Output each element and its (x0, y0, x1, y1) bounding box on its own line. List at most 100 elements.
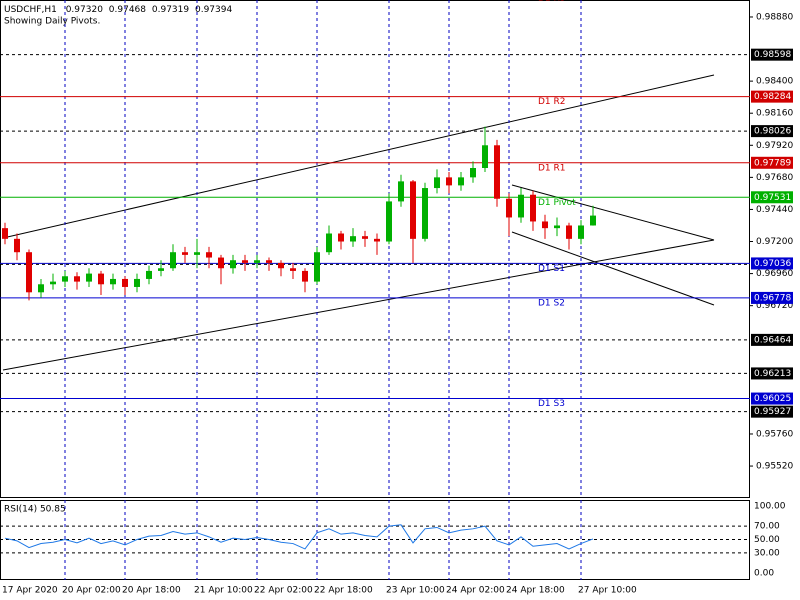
candle-body (206, 252, 212, 258)
candle-body (446, 177, 452, 186)
candle-body (254, 260, 260, 263)
price-box-label: 0.97531 (754, 193, 791, 203)
rsi-tick-label: 70.00 (754, 522, 780, 532)
candle-body (554, 225, 560, 229)
price-box-label: 0.98598 (754, 50, 791, 60)
pivot-label: D1 S2 (538, 298, 565, 308)
wedge-upper (511, 184, 715, 241)
price-box (751, 191, 793, 204)
price-box (751, 333, 793, 346)
y-tick-label: 0.98880 (756, 12, 793, 22)
candle-body (194, 252, 200, 255)
y-tick-label: 0.97680 (756, 173, 793, 183)
rsi-title: RSI(14) 50.85 (4, 505, 66, 515)
candle-body (434, 177, 440, 189)
price-box-label: 0.98284 (754, 92, 791, 102)
candle-body (398, 181, 404, 202)
y-tick-label: 0.97440 (756, 205, 793, 215)
candle-body (182, 252, 188, 255)
price-box (751, 392, 793, 405)
rsi-tick-label: 30.00 (754, 548, 780, 558)
y-tick-label: 0.95760 (756, 429, 793, 439)
rsi-tick-label: 100.00 (754, 502, 786, 512)
candle-body (506, 198, 512, 218)
candle-body (542, 221, 548, 229)
price-box (751, 90, 793, 103)
candle-body (62, 276, 68, 282)
candle-body (158, 268, 164, 271)
rsi-line (4, 524, 594, 550)
pivot-label: D1 R3 (538, 0, 566, 3)
candle-body (566, 225, 572, 239)
y-tick-label: 0.95520 (756, 462, 793, 472)
candle-body (302, 270, 308, 282)
price-box-label: 0.96213 (754, 369, 791, 379)
candle-body (278, 262, 284, 269)
x-tick-label: 21 Apr 10:00 (194, 586, 253, 596)
candle-body (218, 257, 224, 269)
candle-body (338, 233, 344, 242)
high: 0.97468 (109, 5, 146, 15)
x-tick-label: 22 Apr 18:00 (314, 586, 373, 596)
pivot-label: D1 S1 (538, 264, 565, 274)
candle-body (422, 188, 428, 239)
candle-body (410, 181, 416, 239)
candle-body (122, 278, 128, 287)
candle-body (590, 215, 596, 226)
y-tick-label: 0.96960 (756, 269, 793, 279)
candle-body (230, 260, 236, 269)
x-tick-label: 20 Apr 18:00 (122, 586, 181, 596)
main-panel (0, 0, 750, 498)
candle-body (14, 238, 20, 253)
candle-body (482, 145, 488, 169)
x-tick-label: 24 Apr 18:00 (506, 586, 565, 596)
price-box (751, 291, 793, 304)
trendlines (2, 74, 715, 371)
candle-body (242, 260, 248, 263)
y-tick-label: 0.96720 (756, 301, 793, 311)
candle-body (2, 228, 8, 239)
y-tick-label: 0.98160 (756, 109, 793, 119)
price-box-label: 0.97789 (754, 158, 791, 168)
candle-body (86, 273, 92, 282)
price-box-label: 0.95927 (754, 407, 791, 417)
x-tick-label: 17 Apr 2020 (2, 586, 58, 596)
candle-body (266, 260, 272, 263)
candle-body (350, 236, 356, 242)
x-tick-label: 24 Apr 02:00 (446, 586, 505, 596)
pivot-label: D1 S3 (538, 399, 565, 409)
x-tick-label: 23 Apr 10:00 (386, 586, 445, 596)
candle-body (326, 233, 332, 253)
candle-body (146, 270, 152, 279)
pivot-label: D1 R1 (538, 163, 566, 173)
x-tick-label: 22 Apr 02:00 (254, 586, 313, 596)
candle-body (314, 252, 320, 282)
rsi-tick-label: 0.00 (754, 569, 774, 579)
candle-body (38, 284, 44, 293)
candle-body (374, 238, 380, 242)
candle-body (50, 281, 56, 285)
price-box (751, 257, 793, 270)
subtitle: Showing Daily Pivots. (4, 17, 100, 27)
price-box (751, 367, 793, 380)
price-box-label: 0.96464 (754, 335, 791, 345)
open: 0.97320 (66, 5, 103, 15)
price-box (751, 156, 793, 169)
candle-body (470, 168, 476, 178)
price-box-label: 0.96778 (754, 293, 791, 303)
header: USDCHF,H1 0.97320 0.97468 0.97319 0.9739… (4, 5, 232, 15)
candle-body (26, 252, 32, 293)
candle-body (362, 236, 368, 239)
candle-body (170, 252, 176, 269)
candle-body (98, 273, 104, 285)
y-tick-label: 0.97920 (756, 141, 793, 151)
x-tick-label: 20 Apr 02:00 (62, 586, 121, 596)
price-box (751, 125, 793, 138)
candle-body (386, 201, 392, 242)
candle-body (74, 276, 80, 282)
price-box-label: 0.96025 (754, 394, 791, 404)
pivot-label: D1 Pivot (538, 198, 576, 208)
